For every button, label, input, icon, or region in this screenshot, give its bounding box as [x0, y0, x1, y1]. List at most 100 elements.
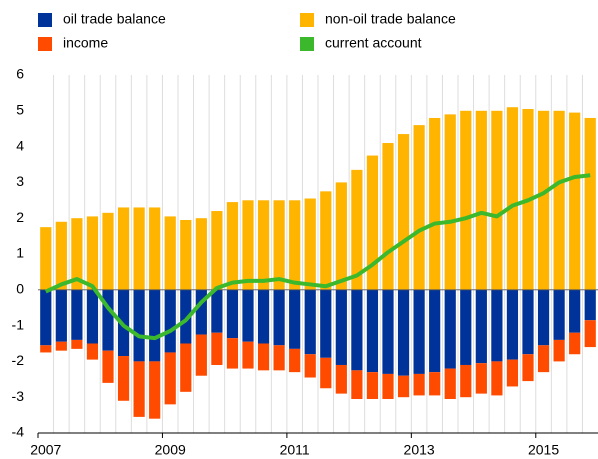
bar [242, 200, 254, 290]
bar [382, 289, 394, 374]
bar [149, 289, 161, 362]
bar [506, 107, 519, 290]
bar [86, 343, 99, 360]
bar [195, 218, 207, 290]
bar [195, 289, 207, 335]
bar [40, 345, 52, 353]
bar [584, 289, 596, 321]
bar [257, 200, 270, 290]
bar [149, 361, 161, 419]
bar [506, 359, 519, 387]
bar [304, 289, 316, 355]
legend-label: current account [325, 35, 422, 51]
bar [86, 289, 99, 344]
bar [460, 364, 472, 398]
bar [102, 350, 114, 383]
bar [553, 339, 565, 362]
bar [475, 289, 487, 364]
bar [429, 117, 441, 290]
bar [133, 289, 145, 362]
bar [320, 357, 332, 389]
bar [522, 354, 534, 382]
bar [71, 289, 83, 340]
bar [569, 332, 581, 355]
bar [55, 289, 67, 342]
legend-label: income [63, 35, 108, 51]
bar [242, 341, 254, 369]
bar [273, 200, 285, 290]
bar [475, 110, 487, 290]
line [44, 173, 591, 341]
bar [584, 320, 596, 348]
bar [335, 182, 347, 290]
bar [71, 218, 83, 290]
bar [226, 202, 239, 290]
bar [164, 216, 176, 290]
bar [195, 334, 207, 376]
bar [444, 114, 456, 290]
bar [569, 112, 581, 290]
bar [55, 341, 67, 351]
bar [335, 289, 347, 365]
x-tick-label: 2013 [404, 442, 435, 458]
bar [320, 191, 332, 290]
x-tick-label: 2009 [155, 442, 186, 458]
bar [553, 110, 565, 290]
bar [117, 356, 130, 401]
bar [351, 370, 363, 399]
bar [335, 364, 347, 394]
bar [304, 354, 316, 378]
bar [133, 361, 145, 417]
bar [506, 289, 519, 360]
y-tick-label: 3 [16, 173, 24, 189]
bar [102, 289, 114, 351]
y-tick-label: -3 [12, 388, 25, 404]
bar [289, 200, 301, 290]
bar [211, 332, 223, 365]
bar [71, 339, 83, 349]
bar [397, 375, 410, 398]
bar [382, 373, 394, 399]
bar [242, 289, 254, 342]
bar [289, 289, 301, 349]
y-tick-label: -4 [12, 424, 25, 440]
bar [117, 207, 130, 290]
legend-swatch [38, 13, 52, 27]
bar [382, 143, 394, 290]
bar [86, 216, 99, 290]
legend-swatch [300, 37, 314, 51]
bar [149, 207, 161, 290]
bar [491, 289, 503, 362]
bar [460, 110, 472, 290]
bar [413, 125, 425, 290]
bar [257, 343, 270, 371]
bar [180, 219, 192, 290]
bar [366, 372, 379, 399]
legend-swatch [300, 13, 314, 27]
bar [475, 363, 487, 394]
bar [413, 289, 425, 374]
bar [211, 211, 223, 290]
bar [537, 289, 550, 346]
bar [289, 348, 301, 373]
bar [226, 289, 239, 339]
bar [180, 343, 192, 392]
bar [569, 289, 581, 333]
bar [584, 117, 596, 290]
legend-label: non-oil trade balance [325, 11, 456, 27]
y-tick-label: 0 [16, 281, 24, 297]
bar [304, 198, 316, 290]
bar [397, 289, 410, 376]
bar [413, 373, 425, 396]
bar [366, 289, 379, 373]
bar [40, 289, 52, 346]
bar [257, 289, 270, 344]
y-tick-label: 2 [16, 209, 24, 225]
bar [40, 227, 52, 290]
bar [133, 207, 145, 290]
bar [273, 345, 285, 371]
x-tick-label: 2015 [528, 442, 559, 458]
bar [444, 368, 456, 399]
bar [102, 212, 114, 290]
